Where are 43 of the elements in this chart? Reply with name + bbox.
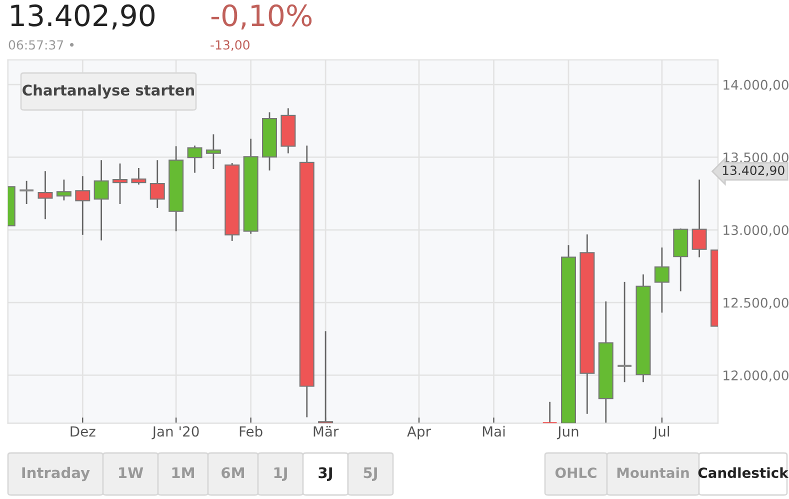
- x-tick-label: Jun: [556, 426, 578, 440]
- text: 13.402,90: [11, 4, 155, 30]
- candlestick: [131, 167, 146, 186]
- candlestick: [187, 144, 202, 174]
- x-tick-label: Mär: [314, 426, 339, 437]
- candlestick: [206, 134, 221, 170]
- y-tick-label: 12.000,00: [724, 370, 788, 382]
- y-tick-label: 13.500,00: [724, 152, 788, 164]
- candlestick: [542, 401, 558, 424]
- candlestick: [56, 178, 72, 202]
- candlestick: [38, 170, 53, 220]
- annotation: Chartanalyse starten: [22, 84, 194, 99]
- candlestick: [18, 180, 35, 205]
- text: 3J: [318, 467, 332, 481]
- text: Mountain: [617, 467, 689, 478]
- text: OHLC: [555, 468, 596, 478]
- candlestick: [75, 175, 90, 236]
- x-tick-label: Jan '20: [152, 426, 199, 440]
- text: 13.402,90: [722, 166, 784, 176]
- x-tick-label: Jul: [652, 426, 670, 440]
- x-tick-label: Feb: [240, 426, 262, 437]
- x-tick-label: Dez: [70, 426, 96, 437]
- text: Candlestick: [698, 467, 789, 478]
- candlestick: [692, 178, 707, 258]
- text: 1W: [119, 467, 144, 478]
- text: 5J: [364, 467, 377, 481]
- candlestick: [654, 246, 670, 314]
- y-tick-label: 14.000,00: [724, 80, 788, 92]
- text: 1M: [172, 467, 194, 478]
- candlestick: [616, 281, 633, 383]
- text: 06:57:37 •: [8, 40, 74, 50]
- candlestick: [112, 162, 128, 205]
- text: Intraday: [22, 466, 90, 482]
- text: -13,00: [210, 40, 250, 51]
- candlestick: [94, 159, 109, 242]
- y-tick-label: 12.500,00: [724, 298, 788, 310]
- text: 1J: [274, 467, 287, 481]
- x-tick-label: Mai: [482, 426, 505, 437]
- x-tick-label: Apr: [407, 426, 432, 440]
- text: 6M: [222, 467, 244, 478]
- chart-subtitle: -0,10%: [211, 4, 312, 30]
- y-tick-label: 13.000,00: [724, 225, 788, 236]
- candlestick: [150, 159, 165, 209]
